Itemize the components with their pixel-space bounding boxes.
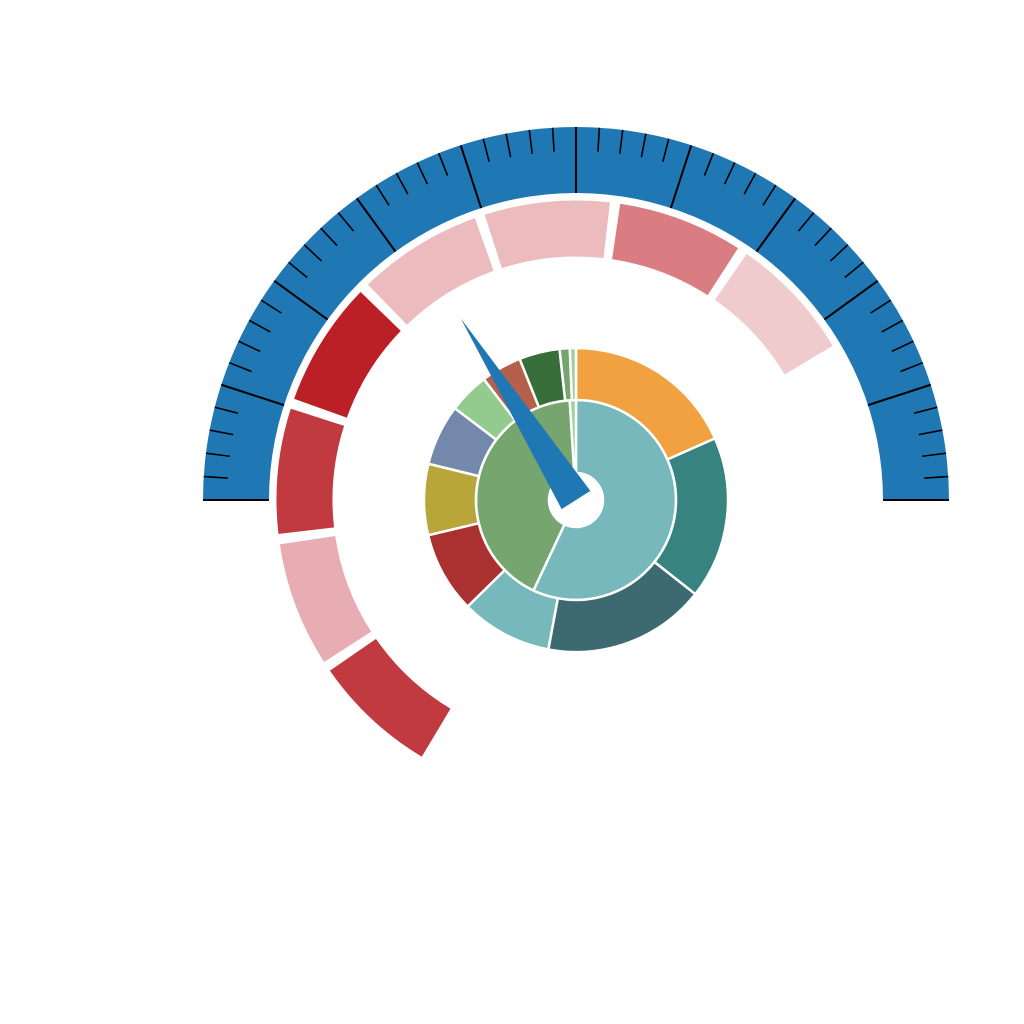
gauge-minor-tick xyxy=(870,299,892,314)
gauge-minor-tick xyxy=(743,172,757,195)
gauge-minor-tick xyxy=(797,212,815,232)
gauge-minor-tick xyxy=(900,361,924,373)
gauge-minor-tick xyxy=(662,138,670,163)
gauge-minor-tick xyxy=(762,184,777,206)
gauge-minor-tick xyxy=(248,319,271,333)
gauge-minor-tick xyxy=(437,152,449,176)
gauge-dial xyxy=(203,127,949,500)
gauge-major-tick xyxy=(273,279,329,321)
gauge-minor-tick xyxy=(814,227,832,247)
gauge-minor-tick xyxy=(913,406,938,414)
gauge-minor-tick xyxy=(260,299,282,314)
gauge-minor-tick xyxy=(303,244,323,262)
polar-band-bar xyxy=(328,637,452,759)
gauge-minor-tick xyxy=(505,133,512,158)
gauge-minor-tick xyxy=(214,406,239,414)
polar-band-bar xyxy=(292,290,403,419)
gauge-major-tick xyxy=(823,279,879,321)
gauge-minor-tick xyxy=(238,340,261,353)
gauge-minor-tick xyxy=(703,152,715,176)
gauge-minor-tick xyxy=(203,475,228,479)
gauge-minor-tick xyxy=(597,127,601,152)
gauge-minor-tick xyxy=(395,172,409,195)
gauge-major-tick xyxy=(867,383,932,407)
gauge-minor-tick xyxy=(881,319,904,333)
gauge-minor-tick xyxy=(618,129,624,154)
gauge-minor-tick xyxy=(209,429,234,436)
gauge-needle xyxy=(460,318,591,510)
gauge-minor-tick xyxy=(416,162,429,185)
gauge-minor-tick xyxy=(891,340,914,353)
gauge-minor-tick xyxy=(228,361,252,373)
gauge-minor-tick xyxy=(551,127,555,152)
gauge-minor-tick xyxy=(918,429,943,436)
gauge-minor-tick xyxy=(922,452,947,458)
gauge-major-tick xyxy=(669,144,693,209)
gauge-minor-tick xyxy=(205,452,230,458)
gauge-major-tick xyxy=(755,197,797,253)
gauge-minor-tick xyxy=(337,212,355,232)
gauge-minor-tick xyxy=(482,138,490,163)
gauge-major-tick xyxy=(459,144,483,209)
polar-band-bar xyxy=(275,407,346,536)
gauge-minor-tick xyxy=(375,184,390,206)
gauge-minor-tick xyxy=(829,244,849,262)
gauge-minor-tick xyxy=(924,475,949,479)
gauge-minor-tick xyxy=(528,129,534,154)
polar-band-bar xyxy=(366,216,495,327)
gauge-major-tick xyxy=(355,197,397,253)
polar-band-bar xyxy=(483,199,612,270)
gauge-minor-tick xyxy=(640,133,647,158)
gauge-needle-pointer xyxy=(460,318,591,510)
gauge-minor-tick xyxy=(320,227,338,247)
polar-band-bar xyxy=(278,534,373,664)
polar-band-bar xyxy=(610,202,740,297)
gauge-minor-tick xyxy=(723,162,736,185)
polar-band-bars xyxy=(275,199,835,759)
polar-band-bar xyxy=(713,252,835,376)
gauge-minor-tick xyxy=(288,261,308,279)
sunburst-outer-slice xyxy=(568,346,578,402)
gauge-minor-tick xyxy=(844,261,864,279)
gauge-major-tick xyxy=(220,383,285,407)
gauge-ticks xyxy=(203,127,949,501)
gauge-dial-arc xyxy=(203,127,949,500)
